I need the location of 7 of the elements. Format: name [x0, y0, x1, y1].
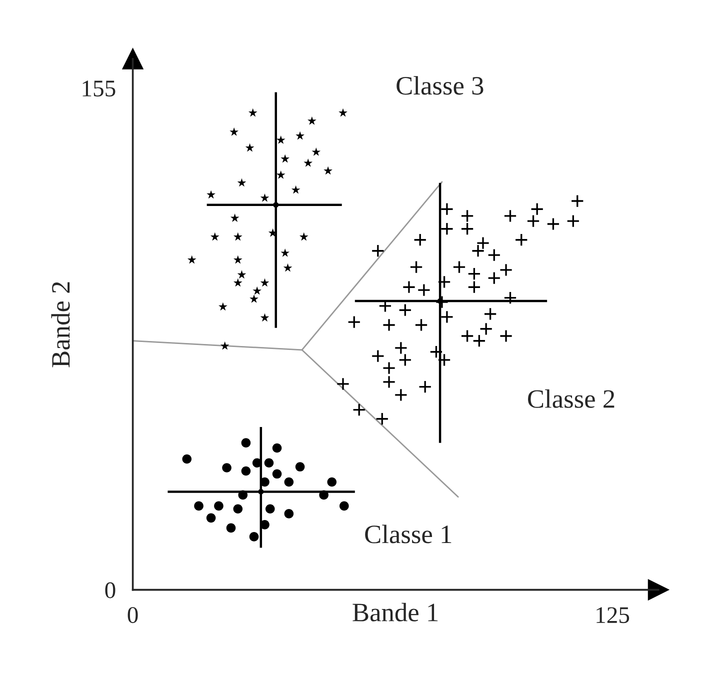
y-axis-title: Bande 2	[51, 282, 70, 368]
annotation: Classe 3	[396, 76, 484, 95]
y-tick-label: 155	[82, 80, 116, 96]
x-tick-label: 125	[596, 607, 630, 624]
annotation: Classe 1	[365, 524, 452, 544]
annotation: Classe 2	[528, 389, 614, 408]
x-axis-title: Bande 1	[352, 602, 438, 622]
